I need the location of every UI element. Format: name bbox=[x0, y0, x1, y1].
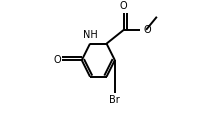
Text: Br: Br bbox=[109, 95, 120, 105]
Text: O: O bbox=[120, 1, 128, 11]
Text: O: O bbox=[53, 55, 61, 65]
Text: NH: NH bbox=[83, 30, 98, 40]
Text: O: O bbox=[143, 25, 151, 35]
